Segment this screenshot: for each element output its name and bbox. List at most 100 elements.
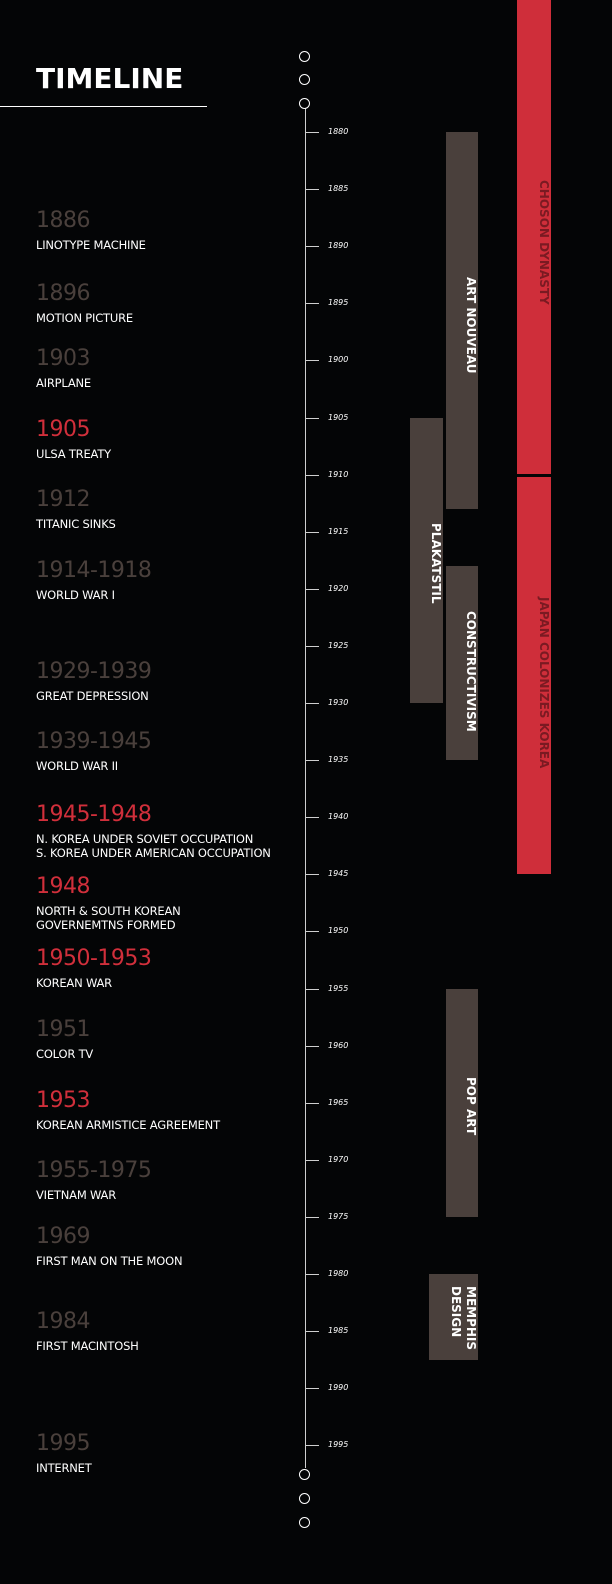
event-year: 1939-1945 xyxy=(36,729,152,754)
timeline-event: 1948 NORTH & SOUTH KOREAN GOVERNEMTNS FOR… xyxy=(36,874,306,933)
art-period-label: CONSTRUCTIVISM xyxy=(464,610,478,732)
axis-tick-label: 1890 xyxy=(328,241,349,251)
timeline-event: 1939-1945 WORLD WAR II xyxy=(36,729,306,774)
art-period-label: PLAKATSTIL xyxy=(429,522,443,604)
event-description: GREAT DEPRESSION xyxy=(36,689,149,703)
event-description: KOREAN ARMISTICE AGREEMENT xyxy=(36,1118,220,1132)
axis-tick xyxy=(305,1045,319,1047)
event-description: FIRST MAN ON THE MOON xyxy=(36,1254,183,1268)
axis-tick xyxy=(305,874,319,876)
axis-start-circle xyxy=(299,97,310,109)
event-description: N. KOREA UNDER SOVIET OCCUPATION S. KORE… xyxy=(36,832,271,860)
timeline-event: 1929-1939 GREAT DEPRESSION xyxy=(36,659,306,704)
timeline-event: 1896 MOTION PICTURE xyxy=(36,281,306,326)
event-year: 1896 xyxy=(36,281,91,306)
event-year: 1903 xyxy=(36,346,91,371)
axis-tick xyxy=(305,645,319,647)
axis-tick xyxy=(305,474,319,476)
axis-tick xyxy=(305,988,319,990)
axis-tick xyxy=(305,1445,319,1447)
political-period-label: JAPAN COLONIZES KOREA xyxy=(537,596,551,768)
art-period-bar: ART NOUVEAU xyxy=(446,132,478,509)
event-description: AIRPLANE xyxy=(36,376,91,390)
axis-tick-label: 1885 xyxy=(328,184,349,194)
axis-tick-label: 1880 xyxy=(328,127,349,136)
political-period-bar: JAPAN COLONIZES KOREA xyxy=(517,476,551,875)
timeline-event: 1955-1975 VIETNAM WAR xyxy=(36,1158,306,1203)
event-year: 1948 xyxy=(36,874,91,899)
axis-tick-label: 1910 xyxy=(328,469,349,479)
event-list: 1886 LINOTYPE MACHINE 1896 MOTION PICTURE 19… xyxy=(0,0,300,1584)
event-description: NORTH & SOUTH KOREAN GOVERNEMTNS FORMED xyxy=(36,904,181,932)
axis-tick-label: 1975 xyxy=(328,1211,349,1221)
event-year: 1886 xyxy=(36,208,91,233)
event-year: 1953 xyxy=(36,1088,91,1113)
axis-tick-label: 1950 xyxy=(328,926,349,936)
axis-tick-label: 1945 xyxy=(328,869,349,879)
political-period-bar: CHOSON DYNASTY xyxy=(517,0,551,474)
timeline-event: 1969 FIRST MAN ON THE MOON xyxy=(36,1226,306,1269)
timeline-event: 1905 ULSA TREATY xyxy=(36,419,306,462)
page-title: TIMELINE xyxy=(36,62,184,95)
political-period-label: CHOSON DYNASTY xyxy=(537,180,551,305)
axis-start-circle xyxy=(299,50,310,62)
axis-tick-label: 1995 xyxy=(328,1440,349,1450)
event-description: VIETNAM WAR xyxy=(36,1188,116,1202)
event-year: 1951 xyxy=(36,1017,91,1042)
timeline-event: 1953 KOREAN ARMISTICE AGREEMENT xyxy=(36,1088,306,1133)
axis-start-circle xyxy=(299,73,310,85)
axis-tick-label: 1915 xyxy=(328,526,349,536)
axis-tick-label: 1935 xyxy=(328,755,349,765)
timeline-event: 1914-1918 WORLD WAR I xyxy=(36,560,306,603)
axis-tick-label: 1955 xyxy=(328,983,349,993)
axis-tick-label: 1980 xyxy=(328,1269,349,1278)
axis-tick xyxy=(305,1274,319,1275)
axis-line xyxy=(305,108,306,1468)
art-period-label: POP ART xyxy=(464,1076,478,1135)
axis-tick xyxy=(305,1159,319,1161)
event-description: TITANIC SINKS xyxy=(36,517,116,531)
axis-tick xyxy=(305,1331,319,1333)
event-year: 1984 xyxy=(36,1309,91,1334)
art-period-bar: MEMPHIS DESIGN xyxy=(429,1274,478,1360)
event-description: INTERNET xyxy=(36,1461,92,1475)
event-description: KOREAN WAR xyxy=(36,976,112,990)
timeline-event: 1951 COLOR TV xyxy=(36,1017,306,1062)
axis-tick-label: 1920 xyxy=(328,583,349,593)
event-year: 1929-1939 xyxy=(36,659,152,684)
event-description: WORLD WAR II xyxy=(36,759,118,773)
event-year: 1955-1975 xyxy=(36,1158,152,1183)
event-description: WORLD WAR I xyxy=(36,588,115,602)
axis-end-circle xyxy=(299,1516,310,1528)
art-period-bar: PLAKATSTIL xyxy=(410,417,443,703)
axis-tick xyxy=(305,246,319,248)
axis-tick-label: 1925 xyxy=(328,640,349,650)
axis-tick-label: 1965 xyxy=(328,1097,349,1107)
art-period-bar: POP ART xyxy=(446,988,478,1217)
art-period-label: ART NOUVEAU xyxy=(464,277,478,374)
art-period-label: MEMPHIS DESIGN xyxy=(449,1286,478,1351)
axis-tick xyxy=(305,531,319,533)
event-year: 1950-1953 xyxy=(36,946,152,971)
event-year: 1945-1948 xyxy=(36,802,152,827)
axis-tick xyxy=(305,1216,319,1218)
axis-tick-label: 1985 xyxy=(328,1326,349,1336)
axis-tick xyxy=(305,931,319,933)
axis-end-circle xyxy=(299,1468,310,1480)
event-description: COLOR TV xyxy=(36,1047,94,1061)
axis-tick xyxy=(305,1102,319,1104)
axis-tick-label: 1930 xyxy=(328,698,349,707)
timeline-event: 1945-1948 N. KOREA UNDER SOVIET OCCUPATIO… xyxy=(36,802,306,861)
event-description: FIRST MACINTOSH xyxy=(36,1339,139,1353)
axis-tick-label: 1900 xyxy=(328,355,349,365)
timeline-event: 1903 AIRPLANE xyxy=(36,346,306,391)
axis-tick xyxy=(305,132,319,133)
axis-tick-label: 1990 xyxy=(328,1383,349,1393)
axis-tick xyxy=(305,417,319,419)
timeline-event: 1886 LINOTYPE MACHINE xyxy=(36,208,306,253)
title-underline xyxy=(0,106,207,107)
axis-tick xyxy=(305,1388,319,1390)
axis-tick xyxy=(305,703,319,704)
axis-tick xyxy=(305,303,319,305)
